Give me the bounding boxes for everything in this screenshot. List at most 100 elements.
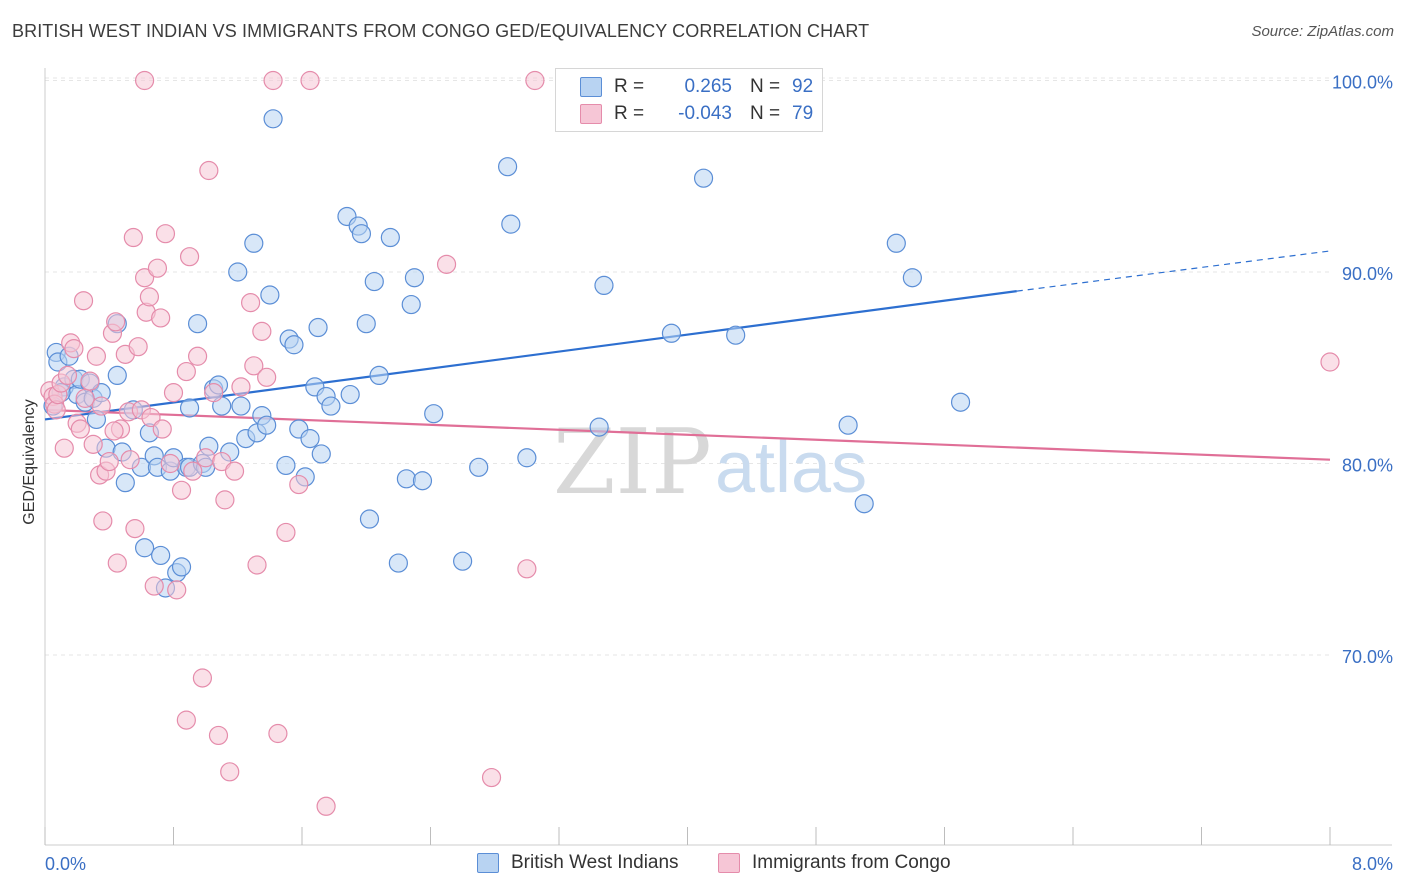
blue-point [396, 469, 417, 489]
y-tick-label: 90.0% [1342, 264, 1393, 284]
blue-point [469, 457, 489, 477]
pink-point [171, 480, 192, 500]
blue-point [594, 275, 614, 296]
blue-point [260, 285, 280, 305]
pink-point [247, 555, 267, 575]
pink-point [263, 70, 283, 91]
pink-point [99, 451, 119, 472]
pink-point [147, 258, 168, 278]
axis-labels: 70.0% 80.0% 90.0% 100.0% 0.0% 8.0% GED/Equival… [21, 73, 1393, 875]
series-legend-label: British West Indians [511, 852, 679, 873]
legend-swatch-blue [580, 77, 602, 97]
legend-r-value: -0.043 [678, 103, 732, 124]
grid-lines [45, 77, 1330, 656]
blue-point [359, 509, 380, 529]
blue-point [228, 262, 248, 282]
blue-point [257, 415, 277, 435]
blue-point [902, 268, 922, 288]
pink-point [64, 339, 84, 359]
legend-n-label: N = [750, 76, 781, 97]
pink-point [204, 383, 224, 403]
blue-point [179, 398, 200, 418]
pink-point [167, 580, 187, 600]
pink-point [75, 388, 95, 408]
pink-point [257, 367, 277, 387]
pink-point [107, 553, 127, 573]
pink-point [152, 419, 172, 439]
blue-point [693, 168, 714, 188]
blue-point [388, 553, 408, 573]
pink-point [139, 287, 160, 307]
pink-point [244, 356, 264, 376]
blue-point [501, 214, 521, 234]
blue-point [854, 494, 874, 514]
legend-r-label: R = [614, 103, 645, 124]
pink-point [93, 511, 113, 531]
pink-point [57, 365, 78, 386]
legend-swatch-blue [477, 853, 499, 873]
pink-point [91, 396, 111, 416]
pink-point [224, 461, 245, 481]
blue-point [171, 557, 192, 577]
y-tick-label: 70.0% [1342, 647, 1393, 667]
blue-point [380, 227, 400, 248]
pink-point [187, 346, 208, 366]
pink-point [436, 254, 457, 274]
pink-point [300, 70, 320, 91]
legend-r-label: R = [614, 76, 645, 97]
pink-point [215, 490, 235, 510]
chart-source: Source: ZipAtlas.com [1251, 23, 1394, 40]
pink-point [86, 346, 107, 366]
y-tick-label: 100.0% [1332, 73, 1393, 93]
pink-point [144, 576, 164, 596]
pink-point [289, 474, 309, 495]
blue-point [401, 294, 421, 315]
pink-point [316, 796, 336, 816]
blue-point [356, 314, 376, 334]
stats-legend: R = 0.265 N = 92 R = -0.043 N = 79 [555, 68, 823, 132]
blue-point [231, 396, 251, 416]
legend-n-value: 79 [792, 103, 814, 124]
blue-point [424, 404, 444, 424]
blue-point [838, 415, 858, 435]
pink-point [208, 725, 229, 746]
x-tick-label: 8.0% [1352, 854, 1393, 874]
watermark-zip: ZIP [553, 410, 712, 515]
blue-point [244, 233, 264, 253]
pink-point [517, 559, 537, 579]
blue-point [726, 325, 746, 345]
legend-row-immigrants-from-congo: R = -0.043 N = 79 [580, 101, 813, 127]
blue-point [886, 233, 906, 253]
pink-point [525, 70, 545, 91]
blue-point [589, 417, 609, 437]
pink-point [196, 448, 216, 468]
pink-point [241, 293, 261, 313]
pink-point [276, 522, 296, 543]
pink-point [141, 407, 161, 428]
pink-point [73, 291, 94, 311]
series-legend-item-british-west-indians[interactable]: British West Indians [477, 852, 679, 874]
pink-point [160, 453, 180, 474]
y-tick-label: 80.0% [1342, 456, 1393, 476]
chart-title: BRITISH WEST INDIAN VS IMMIGRANTS FROM C… [12, 21, 870, 41]
pink-point [54, 438, 74, 458]
pink-point [268, 723, 288, 744]
pink-point [1320, 352, 1340, 372]
pink-point [70, 419, 90, 439]
pink-point [176, 710, 196, 730]
pink-point [176, 361, 196, 382]
blue-point [412, 471, 433, 491]
pink-point [252, 321, 272, 341]
blue-point [300, 429, 320, 449]
blue-point [115, 473, 135, 493]
pink-point [192, 668, 213, 688]
pink-point [104, 421, 124, 441]
pink-point [80, 371, 100, 391]
blue-point [369, 365, 389, 386]
series-legend-item-immigrants-from-congo[interactable]: Immigrants from Congo [718, 852, 951, 874]
series-legend-label: Immigrants from Congo [752, 852, 951, 873]
pink-point [155, 224, 176, 244]
pink-point [163, 383, 184, 403]
blue-point [661, 323, 682, 343]
pink-point [83, 434, 103, 454]
